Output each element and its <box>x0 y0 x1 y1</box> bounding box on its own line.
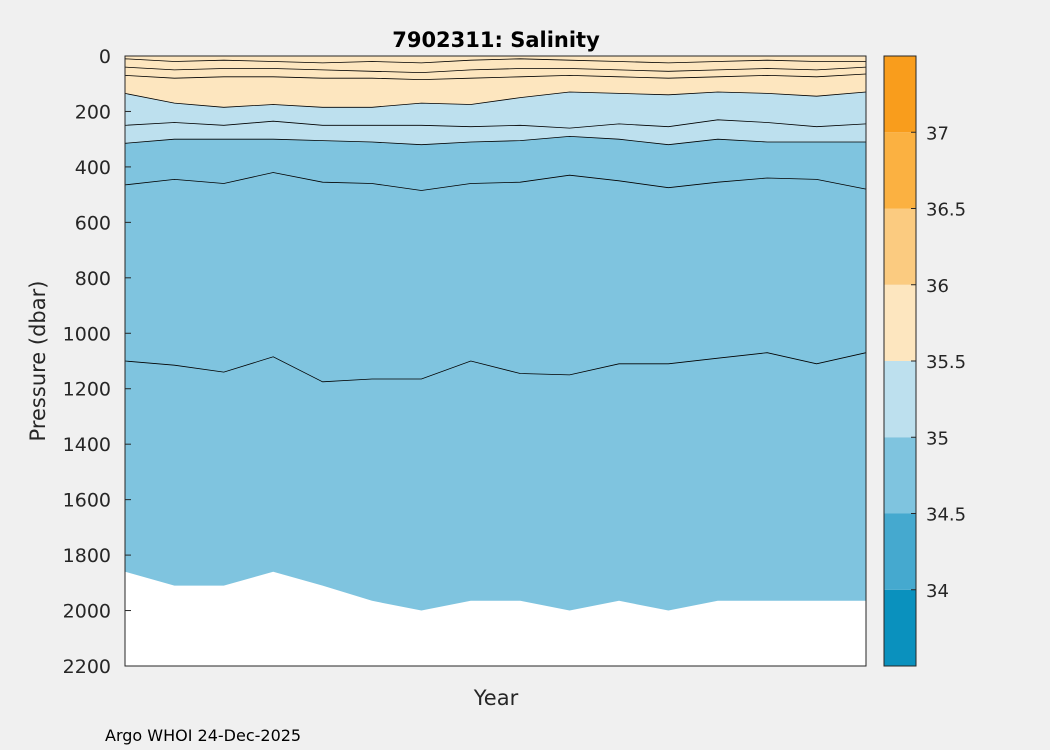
colorbar-tick-label-34: 34 <box>926 581 949 602</box>
contour-line-34.9 <box>124 135 866 146</box>
colorbar: 34 34.5 35 35.5 36 36.5 37 <box>883 55 966 667</box>
surface-contour-line-0 <box>124 73 867 81</box>
surface-contour-line-2 <box>124 58 866 64</box>
y-tick-label-1400: 1400 <box>63 434 111 456</box>
y-tick-label-1200: 1200 <box>63 379 111 401</box>
y-tick-label-200: 200 <box>75 101 111 123</box>
contour-line-35 <box>124 119 867 129</box>
y-tick-label-400: 400 <box>75 157 111 179</box>
contour-fills <box>125 56 866 611</box>
band-fill-34.8 <box>125 172 866 382</box>
colorbar-tick-label-36: 36 <box>926 276 949 297</box>
y-tick-label-0: 0 <box>99 46 111 68</box>
plot-frame <box>124 55 867 667</box>
y-axis: 0 200 400 600 800 1000 1200 1400 1600 1800 2000 220… <box>63 46 131 678</box>
contour-line-35.25 <box>124 91 867 108</box>
y-tick-label-2200: 2200 <box>63 656 111 678</box>
chart-title: 7902311: Salinity <box>392 28 600 52</box>
contour-lines <box>124 58 867 383</box>
y-tick-label-1000: 1000 <box>63 323 111 345</box>
band-fill-surface <box>125 56 866 108</box>
colorbar-segment-34.5 <box>884 437 916 514</box>
colorbar-segment-33.5 <box>884 589 916 666</box>
y-tick-label-1800: 1800 <box>63 545 111 567</box>
x-axis-label: Year <box>473 686 519 710</box>
y-tick-label-1600: 1600 <box>63 490 111 512</box>
colorbar-segment-36.5 <box>884 132 916 209</box>
contour-line-34.8 <box>124 172 867 191</box>
colorbar-tick-label-35.5: 35.5 <box>926 352 966 373</box>
colorbar-segment-35.5 <box>884 284 916 361</box>
colorbar-segment-35 <box>884 361 916 438</box>
footer-credit: Argo WHOI 24-Dec-2025 <box>105 726 301 745</box>
plot-area <box>124 55 867 667</box>
colorbar-segment-37 <box>884 56 916 133</box>
colorbar-segment-36 <box>884 208 916 285</box>
band-fill-34.9 <box>125 136 866 191</box>
y-tick-label-800: 800 <box>75 268 111 290</box>
band-fill-35.25 <box>125 92 866 129</box>
colorbar-tick-label-36.5: 36.5 <box>926 200 966 221</box>
band-fill-35 <box>125 119 866 145</box>
band-fill-34.7 <box>125 352 866 611</box>
surface-contour-line-1 <box>124 66 867 74</box>
y-tick-label-600: 600 <box>75 212 111 234</box>
y-axis-label: Pressure (dbar) <box>26 281 50 442</box>
colorbar-segment-34 <box>884 513 916 590</box>
colorbar-tick-label-34.5: 34.5 <box>926 505 966 526</box>
colorbar-tick-label-37: 37 <box>926 123 949 144</box>
contour-line-34.7 <box>124 352 867 383</box>
y-tick-label-2000: 2000 <box>63 601 111 623</box>
colorbar-tick-label-35: 35 <box>926 428 949 449</box>
